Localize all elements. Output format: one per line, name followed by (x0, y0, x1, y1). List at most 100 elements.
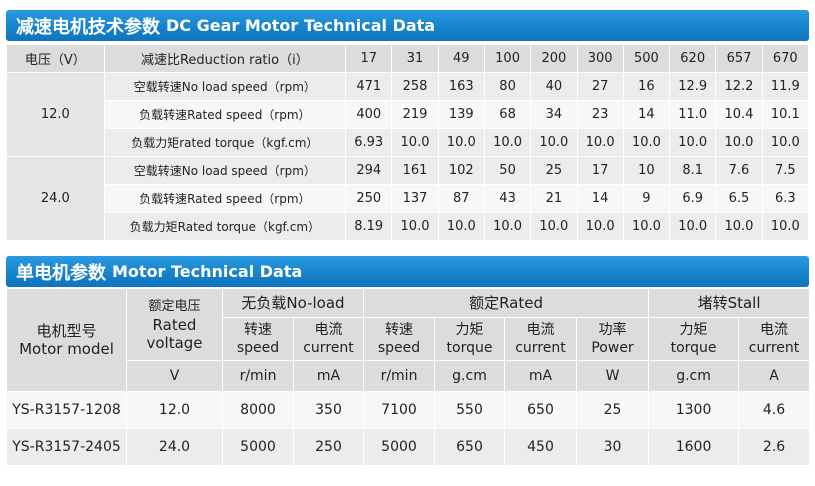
value-cell: 10.4 (715, 100, 763, 129)
voltage-header: 电压（V） (6, 44, 105, 73)
ratio-header: 减速比Reduction ratio（i） (103, 44, 347, 73)
model-cell: YS-R3157-1208 (6, 391, 127, 429)
column-header: 转速 speed (363, 317, 435, 361)
table-row: 负载转速Rated speed（rpm） 250 137 87 43 21 14… (6, 184, 810, 213)
gear-motor-table: 电压（V） 减速比Reduction ratio（i） 17 31 49 100… (6, 44, 810, 241)
value-cell: 10.0 (669, 212, 717, 241)
value-cell: 7.5 (761, 156, 810, 185)
value-cell: 450 (504, 428, 577, 466)
column-header: 电流 current (504, 317, 577, 361)
value-cell: 43 (483, 184, 532, 213)
column-header-cn: 电流 (314, 322, 343, 338)
value-cell: 10.0 (483, 128, 532, 157)
value-cell: 25 (530, 156, 578, 185)
ratio-cell: 100 (483, 44, 532, 73)
table-row: 24.0 空载转速No load speed（rpm） 294 161 102 … (6, 156, 810, 241)
value-cell: 10.0 (576, 128, 624, 157)
value-cell: 7.6 (715, 156, 763, 185)
column-header: 功率 Power (575, 317, 650, 361)
value-cell: 400 (345, 100, 393, 129)
value-cell: 40 (530, 72, 578, 101)
section-title-cn: 单电机参数 (16, 262, 106, 284)
table-row: 负载转速Rated speed（rpm） 400 219 139 68 34 2… (6, 100, 810, 129)
unit-cell: g.cm (648, 360, 740, 392)
group-header-row: 电机型号 Motor model 额定电压 Rated voltage 无负载N… (6, 288, 811, 392)
motor-table: 电机型号 Motor model 额定电压 Rated voltage 无负载N… (6, 288, 811, 466)
table-row: 12.0 空载转速No load speed（rpm） 471 258 163 … (6, 72, 810, 157)
voltage-cell: 12.0 (126, 391, 223, 429)
unit-cell: W (575, 360, 650, 392)
column-header-cn: 力矩 (679, 322, 708, 338)
value-cell: 10.0 (622, 212, 671, 241)
ratio-cell: 49 (437, 44, 485, 73)
value-cell: 10.0 (391, 128, 439, 157)
ratio-cell: 657 (715, 44, 763, 73)
value-cell: 8.1 (669, 156, 717, 185)
value-cell: 350 (293, 391, 364, 429)
unit-cell: g.cm (434, 360, 505, 392)
value-cell: 650 (504, 391, 577, 429)
table-row: YS-R3157-2405 24.0 5000 250 5000 650 450… (6, 428, 811, 466)
value-cell: 17 (576, 156, 624, 185)
column-header: 力矩 torque (434, 317, 505, 361)
value-cell: 10.0 (669, 128, 717, 157)
value-cell: 34 (530, 100, 578, 129)
value-cell: 219 (391, 100, 439, 129)
voltage-cell: 24.0 (6, 156, 105, 241)
unit-cell: r/min (363, 360, 435, 392)
column-header-en: Power (591, 340, 634, 356)
column-header-cn: 电流 (526, 322, 555, 338)
rated-group-header: 额定Rated (362, 288, 650, 318)
value-cell: 6.5 (715, 184, 763, 213)
column-header-en: current (515, 340, 566, 356)
column-header-en: speed (377, 340, 421, 356)
column-header-cn: 转速 (244, 322, 272, 338)
row-label: 负载转速Rated speed（rpm） (103, 100, 347, 129)
value-cell: 8000 (222, 391, 294, 429)
unit-cell: V (126, 360, 223, 392)
unit-cell: mA (293, 360, 364, 392)
unit-cell: r/min (222, 360, 294, 392)
value-cell: 258 (391, 72, 439, 101)
row-label: 负载转速Rated speed（rpm） (103, 184, 347, 213)
section-title-en: DC Gear Motor Technical Data (166, 16, 436, 35)
value-cell: 161 (391, 156, 439, 185)
row-label: 空载转速No load speed（rpm） (103, 72, 347, 101)
value-cell: 471 (345, 72, 393, 101)
ratio-cell: 500 (622, 44, 671, 73)
column-header-cn: 电流 (760, 322, 789, 338)
column-header: 电流 current (293, 317, 364, 361)
unit-row: V r/min mA r/min g.cm mA W g.cm A (6, 360, 811, 392)
value-cell: 10.0 (530, 128, 578, 157)
value-cell: 11.9 (761, 72, 810, 101)
value-cell: 10.0 (715, 128, 763, 157)
column-header-en: current (748, 340, 800, 356)
row-label: 负载力矩Rated torque（kgf.cm） (103, 212, 347, 241)
row-label: 负载力矩rated torque（kgf.cm） (103, 128, 347, 157)
column-header-cn: 力矩 (455, 322, 484, 338)
ratio-cell: 31 (391, 44, 439, 73)
value-cell: 10.0 (761, 128, 810, 157)
column-header-row: 转速 speed 电流 current 转速 speed 力矩 torque 电流 cur… (6, 317, 811, 361)
value-cell: 16 (622, 72, 671, 101)
value-cell: 294 (345, 156, 393, 185)
value-cell: 10.0 (437, 212, 485, 241)
value-cell: 250 (293, 428, 364, 466)
value-cell: 10 (622, 156, 671, 185)
ratio-cell: 17 (345, 44, 393, 73)
voltage-header-en-1: Rated (152, 315, 197, 334)
value-cell: 250 (345, 184, 393, 213)
column-header-cn: 转速 (385, 322, 413, 338)
value-cell: 2.6 (738, 428, 811, 466)
header-row: 电压（V） 减速比Reduction ratio（i） 17 31 49 100… (6, 44, 810, 73)
value-cell: 14 (576, 184, 624, 213)
value-cell: 14 (622, 100, 671, 129)
column-header-en: current (303, 340, 354, 356)
value-cell: 102 (437, 156, 485, 185)
section-title-en: Motor Technical Data (112, 262, 303, 281)
gear-motor-section-title: 减速电机技术参数 DC Gear Motor Technical Data (6, 10, 809, 41)
value-cell: 50 (483, 156, 532, 185)
value-cell: 163 (437, 72, 485, 101)
noload-group-header: 无负载No-load (222, 288, 364, 318)
value-cell: 8.19 (345, 212, 393, 241)
